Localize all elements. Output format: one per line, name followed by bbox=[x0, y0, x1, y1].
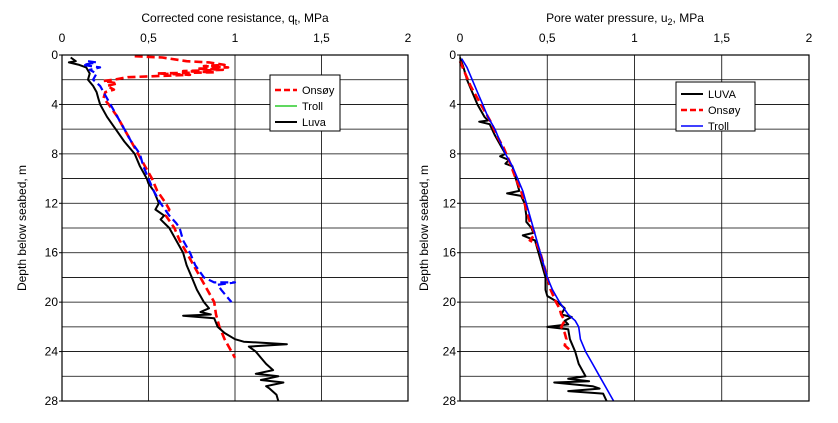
legend-label: Troll bbox=[302, 101, 323, 113]
y-tick-label: 4 bbox=[51, 97, 58, 111]
plot-frame bbox=[459, 54, 810, 402]
chart-title: Pore water pressure, u2, MPa bbox=[546, 11, 704, 27]
y-tick-label: 28 bbox=[45, 394, 59, 408]
y-tick-label: 0 bbox=[449, 48, 456, 62]
y-tick-labels: 0 4 8 12 16 20 24 28 bbox=[443, 48, 460, 408]
series-lines bbox=[67, 54, 288, 402]
y-tick-label: 12 bbox=[45, 196, 59, 210]
legend-items: Onsøy Troll Luva bbox=[275, 85, 335, 129]
x-tick-label: 1,5 bbox=[713, 31, 730, 45]
gridlines bbox=[460, 55, 809, 401]
y-tick-label: 8 bbox=[51, 147, 58, 161]
legend-label: LUVA bbox=[708, 89, 737, 101]
legend-label: Onsøy bbox=[302, 85, 335, 97]
y-tick-label: 20 bbox=[443, 295, 457, 309]
y-tick-label: 24 bbox=[443, 345, 457, 359]
y-tick-label: 24 bbox=[45, 345, 59, 359]
x-tick-label: 1 bbox=[631, 31, 638, 45]
plot-frame bbox=[61, 54, 409, 402]
cone-resistance-chart: Corrected cone resistance, qt, MPa 0 0,5 1… bbox=[15, 11, 412, 408]
pore-pressure-chart: Pore water pressure, u2, MPa 0 0,5 1 1,5 2 0… bbox=[417, 11, 813, 408]
x-tick-label: 0 bbox=[59, 31, 66, 45]
y-tick-label: 4 bbox=[449, 97, 456, 111]
y-tick-label: 8 bbox=[449, 147, 456, 161]
legend-label: Onsøy bbox=[708, 105, 741, 117]
x-tick-labels: 0 0,5 1 1,5 2 bbox=[59, 31, 412, 45]
y-tick-label: 0 bbox=[51, 48, 58, 62]
x-tick-labels: 0 0,5 1 1,5 2 bbox=[457, 31, 813, 45]
y-axis-label: Depth below seabed, m bbox=[417, 165, 431, 291]
y-tick-label: 20 bbox=[45, 295, 59, 309]
y-tick-label: 12 bbox=[443, 196, 457, 210]
legend-items: LUVA Onsøy Troll bbox=[681, 89, 741, 133]
gridlines bbox=[62, 55, 408, 401]
legend-box bbox=[675, 81, 756, 132]
y-tick-label: 16 bbox=[443, 246, 457, 260]
series-line-troll bbox=[461, 58, 615, 402]
legend-label: Troll bbox=[708, 121, 729, 133]
x-tick-label: 0,5 bbox=[539, 31, 556, 45]
y-tick-label: 28 bbox=[443, 394, 457, 408]
series-line-unlabeled bbox=[81, 60, 237, 303]
legend-label: Luva bbox=[302, 117, 327, 129]
x-tick-label: 1 bbox=[232, 31, 239, 45]
legend: Onsøy Troll Luva bbox=[269, 74, 341, 132]
x-tick-label: 0,5 bbox=[140, 31, 157, 45]
chart-title: Corrected cone resistance, qt, MPa bbox=[141, 11, 329, 27]
series-lines bbox=[458, 57, 615, 402]
x-tick-label: 0 bbox=[457, 31, 464, 45]
series-line-luva bbox=[459, 57, 608, 402]
y-tick-labels: 0 4 8 12 16 20 24 28 bbox=[45, 48, 62, 408]
x-tick-label: 2 bbox=[806, 31, 813, 45]
x-tick-label: 2 bbox=[405, 31, 412, 45]
x-tick-label: 1,5 bbox=[313, 31, 330, 45]
y-tick-label: 16 bbox=[45, 246, 59, 260]
legend: LUVA Onsøy Troll bbox=[675, 81, 756, 133]
series-line-luva bbox=[67, 56, 288, 402]
series-line-ons-y bbox=[102, 54, 237, 359]
y-axis-label: Depth below seabed, m bbox=[15, 165, 29, 291]
